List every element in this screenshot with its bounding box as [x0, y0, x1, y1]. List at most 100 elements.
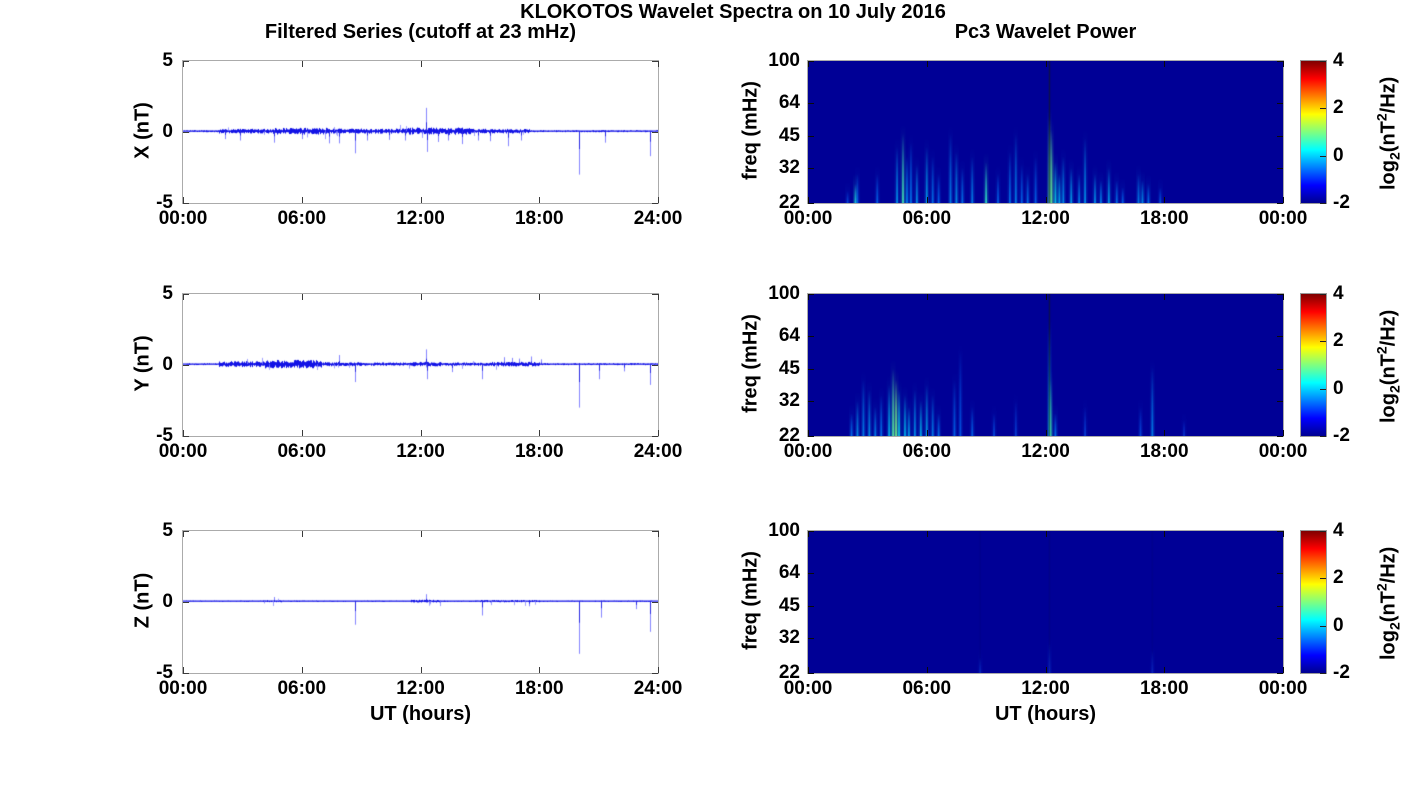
- tick-mark: [539, 430, 541, 436]
- tick-mark: [183, 430, 184, 436]
- tick-mark: [652, 365, 658, 366]
- x-tick-label: 18:00: [1139, 208, 1189, 229]
- tick-mark: [808, 368, 814, 370]
- tick-mark: [808, 531, 814, 532]
- tick-mark: [808, 572, 814, 574]
- x-tick-label: 24:00: [633, 441, 683, 462]
- y-pc3-wavelet-power-canvas: [808, 294, 1283, 436]
- tick-mark: [1277, 102, 1283, 104]
- tick-mark: [301, 294, 303, 300]
- x-tick-label: 00:00: [158, 208, 208, 229]
- tick-mark: [183, 132, 189, 133]
- tick-mark: [420, 430, 422, 436]
- spectrogram-z-plot: [807, 530, 1284, 674]
- x-tick-label: 12:00: [396, 678, 445, 699]
- spectrogram-y-plot: [807, 293, 1284, 437]
- tick-mark: [808, 436, 814, 437]
- colorbar-label-mid: (nT: [1377, 121, 1400, 153]
- tick-mark: [1164, 531, 1166, 537]
- x-tick-label: 06:00: [902, 441, 952, 462]
- freq-tick-label: 45: [778, 124, 800, 146]
- y-tick-label: 0: [162, 591, 173, 612]
- tick-mark: [1164, 61, 1166, 67]
- x-tick-label: 06:00: [902, 208, 952, 229]
- timeseries-y-plot: [182, 293, 659, 437]
- tick-mark: [1164, 197, 1166, 203]
- tick-mark: [301, 531, 303, 537]
- tick-mark: [808, 294, 814, 295]
- tick-mark: [1283, 294, 1284, 300]
- y-tick-label: 5: [162, 283, 173, 304]
- freq-tick-label: 100: [768, 50, 800, 71]
- tick-mark: [1277, 605, 1283, 607]
- freq-tick-label: 32: [778, 626, 800, 648]
- z-filtered-series-canvas: [183, 531, 658, 673]
- tick-mark: [1320, 294, 1326, 295]
- x-tick-label: 00:00: [783, 208, 833, 229]
- colorbar-tick-label: -2: [1333, 662, 1350, 683]
- colorbar-label-sup: 2: [1373, 346, 1390, 355]
- tick-mark: [808, 637, 814, 639]
- tick-mark: [652, 436, 658, 437]
- colorbar-label-base: log: [1377, 630, 1400, 661]
- colorbar-label-sup: 2: [1373, 583, 1390, 592]
- tick-mark: [1283, 531, 1284, 537]
- tick-mark: [539, 197, 541, 203]
- colorbar-row3: [1300, 530, 1327, 674]
- tick-mark: [183, 203, 189, 204]
- tick-mark: [1045, 294, 1047, 300]
- colorbar-label-sub: 2: [1386, 152, 1403, 161]
- tick-mark: [1320, 436, 1326, 437]
- colorbar-tick-label: -2: [1333, 425, 1350, 446]
- tick-mark: [1320, 155, 1326, 157]
- colorbar-label-mid: (nT: [1377, 354, 1400, 386]
- tick-mark: [183, 673, 189, 674]
- tick-mark: [1320, 625, 1326, 627]
- x-tick-label: 12:00: [396, 441, 445, 462]
- tick-mark: [1277, 167, 1283, 169]
- x-tick-label: 18:00: [514, 441, 564, 462]
- tick-mark: [808, 167, 814, 169]
- tick-mark: [658, 531, 659, 537]
- tick-mark: [658, 430, 659, 436]
- tick-mark: [539, 531, 541, 537]
- tick-mark: [808, 102, 814, 104]
- tick-mark: [183, 294, 189, 295]
- y-tick-label: 0: [162, 121, 173, 142]
- colorbar-tick-label: -2: [1333, 192, 1350, 213]
- tick-mark: [539, 61, 541, 67]
- tick-mark: [183, 61, 189, 62]
- tick-mark: [183, 531, 184, 537]
- tick-mark: [926, 294, 928, 300]
- x-tick-label: 12:00: [1021, 678, 1070, 699]
- colorbar-label-end: /Hz): [1377, 546, 1400, 584]
- x-tick-label: 00:00: [1258, 678, 1308, 699]
- tick-mark: [1277, 294, 1283, 295]
- x-tick-label: 18:00: [1139, 678, 1189, 699]
- tick-mark: [1283, 667, 1284, 673]
- tick-mark: [808, 531, 809, 537]
- tick-mark: [1277, 572, 1283, 574]
- x-tick-label: 12:00: [396, 208, 445, 229]
- freq-tick-label: 45: [778, 594, 800, 616]
- tick-mark: [420, 531, 422, 537]
- tick-mark: [183, 365, 189, 366]
- tick-mark: [1283, 430, 1284, 436]
- tick-mark: [652, 294, 658, 295]
- tick-mark: [1320, 673, 1326, 674]
- tick-mark: [808, 430, 809, 436]
- x-tick-label: 24:00: [633, 678, 683, 699]
- colorbar-label-sup: 2: [1373, 113, 1390, 122]
- tick-mark: [808, 673, 814, 674]
- colorbar-label-mid: (nT: [1377, 591, 1400, 623]
- x-tick-label: 12:00: [1021, 208, 1070, 229]
- tick-mark: [1320, 203, 1326, 204]
- freq-tick-label: 100: [768, 283, 800, 304]
- x-tick-label: 00:00: [1258, 208, 1308, 229]
- tick-mark: [539, 294, 541, 300]
- colorbar-tick-label: 0: [1333, 377, 1344, 399]
- x-tick-label: 06:00: [277, 208, 327, 229]
- tick-mark: [183, 61, 184, 67]
- tick-mark: [420, 667, 422, 673]
- x-pc3-wavelet-power-canvas: [808, 61, 1283, 203]
